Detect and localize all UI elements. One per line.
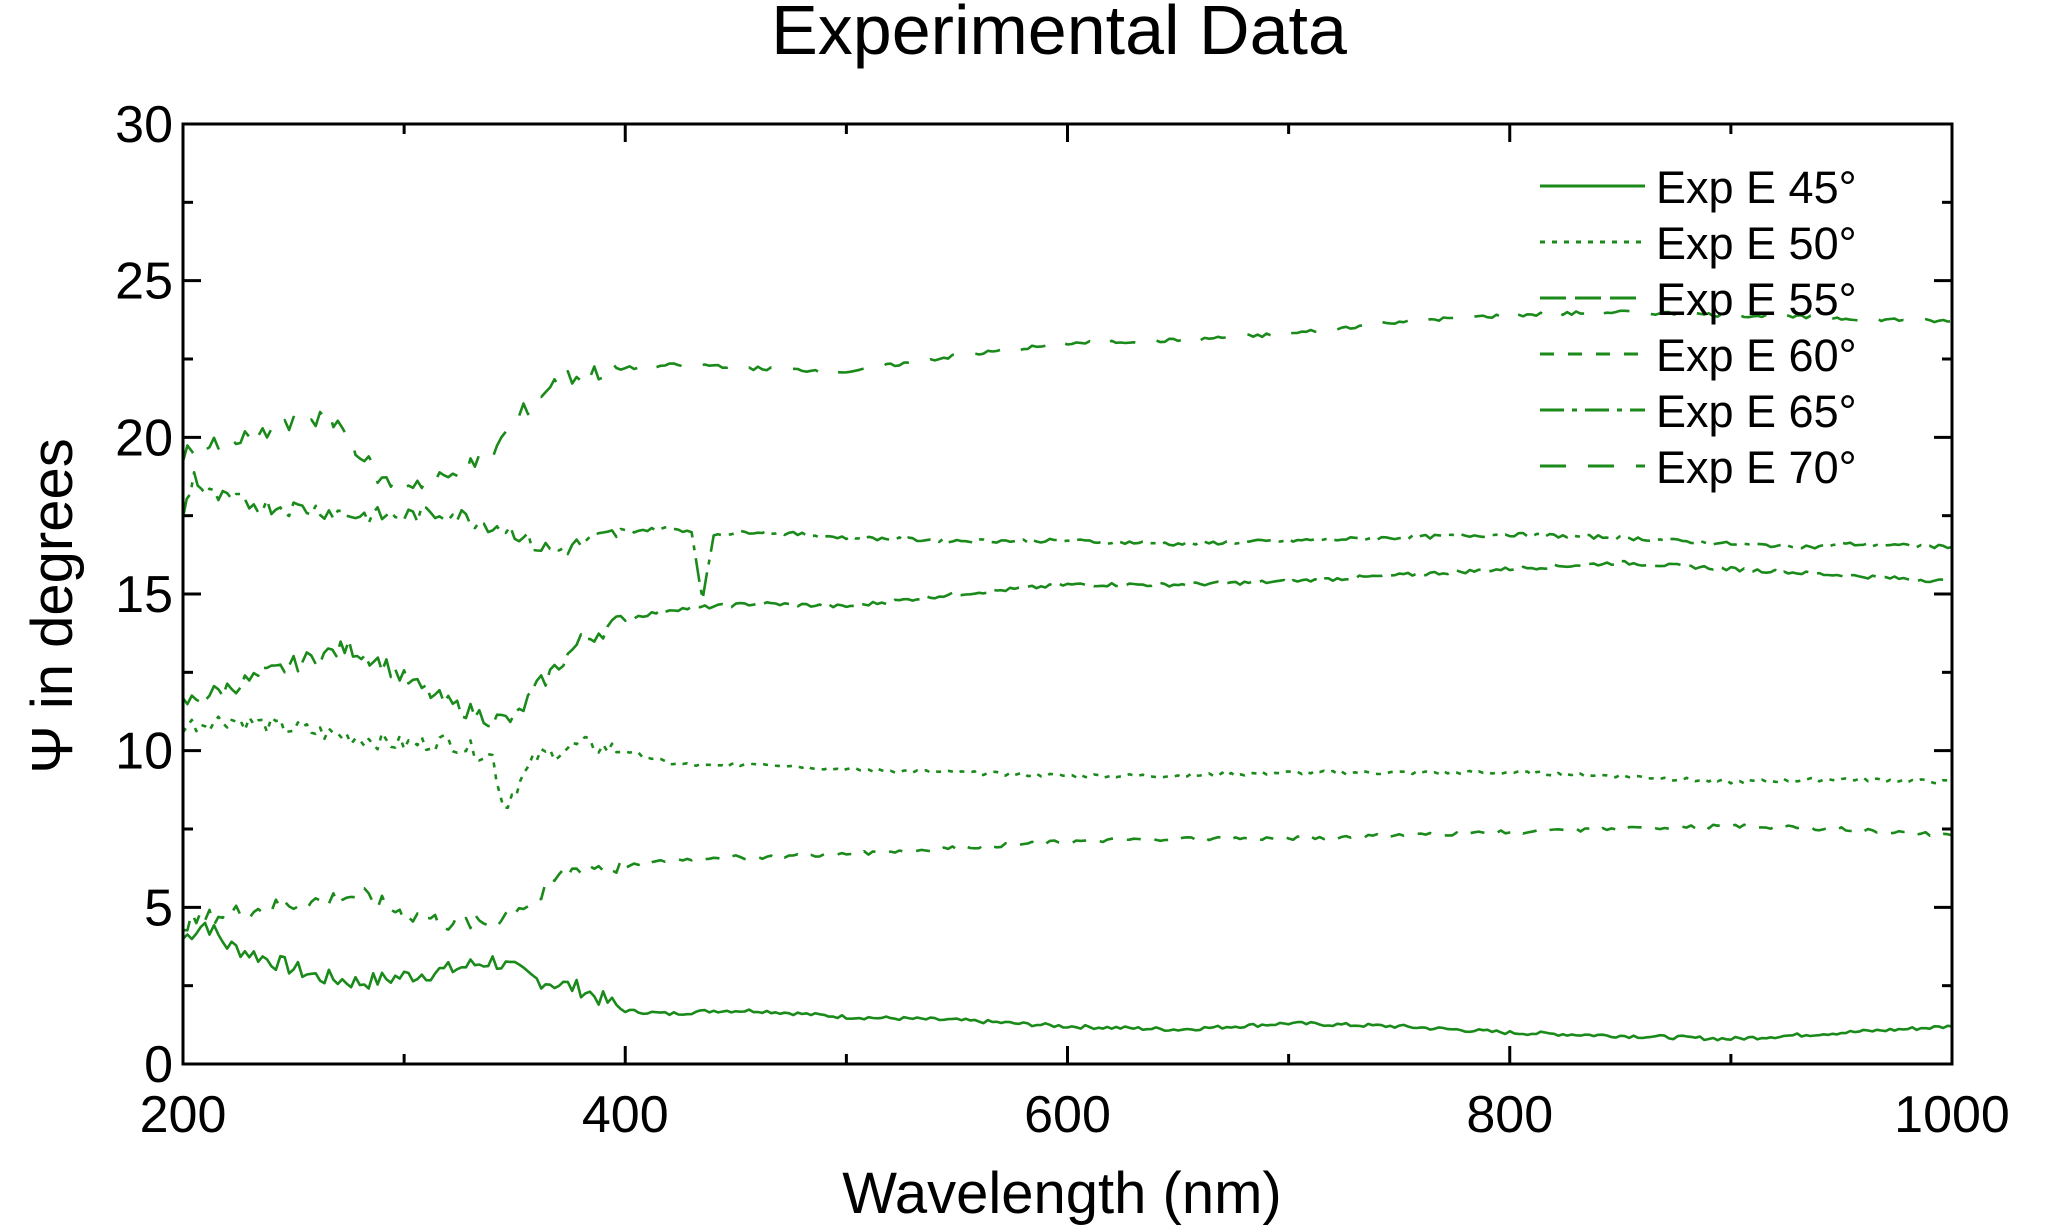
x-tick-label: 600 [1024,1086,1111,1144]
series-layer [181,309,1953,1042]
y-tick-label: 25 [115,253,173,311]
x-tick-label: 800 [1466,1086,1553,1144]
x-tick-label: 1000 [1894,1086,2010,1144]
y-tick-label: 15 [115,566,173,624]
series-line-6 [181,309,1953,490]
series-line-2 [181,715,1953,810]
legend-label-1: Exp E 45° [1656,162,1857,213]
series-line-3 [181,559,1953,728]
x-axis-label: Wavelength (nm) [842,1161,1281,1226]
legend-label-4: Exp E 60° [1656,330,1857,381]
legend-label-2: Exp E 50° [1656,218,1857,269]
y-tick-label: 20 [115,409,173,467]
plot-frame [181,122,1954,1066]
legend: Exp E 45°Exp E 50°Exp E 55°Exp E 60°Exp … [1540,162,1857,493]
series-line-1 [182,921,1953,1042]
x-tick-label: 400 [582,1086,669,1144]
legend-label-3: Exp E 55° [1656,274,1857,325]
y-tick-label: 10 [115,723,173,781]
series-line-4 [182,822,1953,932]
axis-ticks: 200 400 600 800 1000 0 5 10 15 20 25 30 [115,96,2010,1144]
legend-label-6: Exp E 70° [1656,442,1857,493]
y-tick-label: 0 [144,1036,173,1094]
y-tick-label: 5 [144,879,173,937]
x-tick-label: 200 [140,1086,227,1144]
y-tick-label: 30 [115,96,173,154]
chart-title: Experimental Data [771,0,1347,69]
legend-label-5: Exp E 65° [1656,386,1857,437]
series-line-5 [181,470,1953,601]
y-axis-label: Ψ in degrees [20,438,85,773]
